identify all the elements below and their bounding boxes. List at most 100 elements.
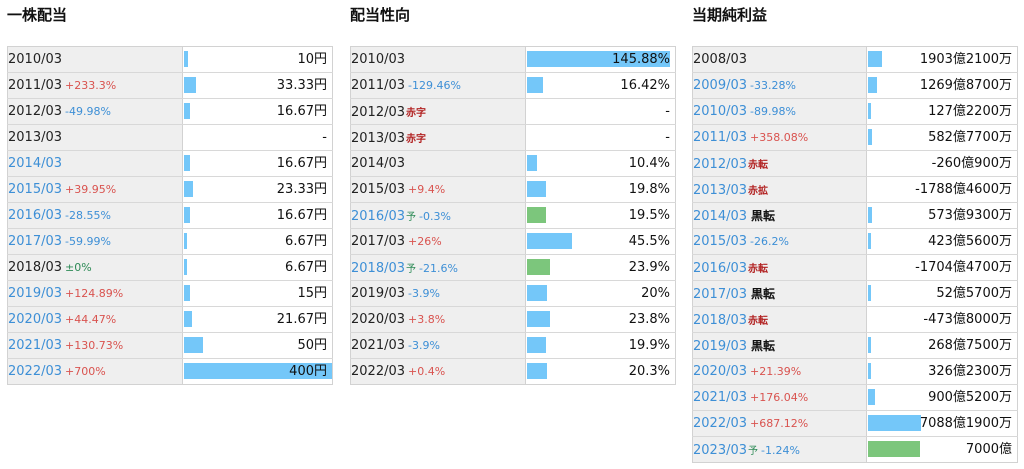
value-label: 1903億2100万	[919, 52, 1012, 67]
year-label: 2013/03	[351, 130, 406, 146]
year-link[interactable]: 2018/03	[693, 312, 748, 328]
value-bar	[527, 363, 547, 379]
value-bar	[868, 415, 921, 431]
value-bar	[184, 311, 192, 327]
value-bar	[868, 389, 875, 405]
value-label: 7088億1900万	[919, 416, 1012, 431]
status-badge: 赤字	[406, 107, 427, 119]
value-bar	[184, 233, 187, 249]
forecast-mark: 予	[406, 263, 417, 275]
change-percent: +3.8%	[408, 313, 446, 326]
value-label: -1788億4600万	[915, 182, 1012, 197]
year-cell: 2012/03赤転	[692, 150, 867, 177]
value-cell: 326億2300万	[866, 358, 1018, 385]
year-cell: 2017/03 黒転	[692, 280, 867, 307]
value-label: 19.8%	[628, 182, 670, 197]
table-row: 2021/03 -3.9% 19.9%	[350, 332, 676, 359]
value-cell: 20%	[525, 280, 676, 307]
value-cell: 1269億8700万	[866, 72, 1018, 99]
value-label: 15円	[297, 286, 327, 301]
year-link[interactable]: 2023/03	[693, 442, 748, 458]
year-cell: 2022/03 +0.4%	[350, 358, 526, 385]
year-cell: 2009/03 -33.28%	[692, 72, 867, 99]
year-link[interactable]: 2022/03	[8, 364, 63, 379]
value-label: 33.33円	[276, 78, 327, 93]
table-row: 2017/03 +26% 45.5%	[350, 228, 676, 255]
year-link[interactable]: 2014/03	[8, 156, 63, 171]
year-link[interactable]: 2019/03	[693, 339, 748, 354]
year-link[interactable]: 2017/03	[8, 234, 63, 249]
table-row: 2016/03赤転 -1704億4700万	[692, 254, 1018, 281]
table-row: 2012/03赤字 -	[350, 98, 676, 125]
value-cell: 16.67円	[182, 202, 333, 229]
year-cell: 2011/03 +233.3%	[7, 72, 183, 99]
year-link[interactable]: 2016/03	[8, 208, 63, 223]
year-cell: 2016/03赤転	[692, 254, 867, 281]
year-link[interactable]: 2015/03	[8, 182, 63, 197]
year-label: 2011/03	[351, 78, 406, 93]
change-percent: -3.9%	[408, 339, 440, 352]
year-link[interactable]: 2016/03	[351, 208, 406, 224]
value-label: 21.67円	[276, 312, 327, 327]
year-cell: 2021/03 +176.04%	[692, 384, 867, 411]
change-percent: +124.89%	[65, 287, 124, 300]
year-cell: 2018/03予 -21.6%	[350, 254, 526, 281]
change-percent: +130.73%	[65, 339, 124, 352]
year-link[interactable]: 2021/03	[693, 390, 748, 405]
value-bar	[868, 129, 872, 145]
value-label: 145.88%	[612, 52, 670, 67]
year-link[interactable]: 2009/03	[693, 78, 748, 93]
year-link[interactable]: 2022/03	[693, 416, 748, 431]
value-cell: 582億7700万	[866, 124, 1018, 151]
year-cell: 2017/03 -59.99%	[7, 228, 183, 255]
value-bar	[527, 233, 572, 249]
value-cell: 573億9300万	[866, 202, 1018, 229]
year-link[interactable]: 2016/03	[693, 260, 748, 276]
value-bar	[527, 311, 550, 327]
year-link[interactable]: 2012/03	[693, 156, 748, 172]
table-row: 2017/03 黒転 52億5700万	[692, 280, 1018, 307]
change-percent: ±0%	[65, 261, 92, 274]
year-label: 2018/03	[8, 260, 63, 275]
year-link[interactable]: 2020/03	[693, 364, 748, 379]
year-link[interactable]: 2011/03	[693, 130, 748, 145]
value-cell: 33.33円	[182, 72, 333, 99]
table-row: 2010/03 145.88%	[350, 46, 676, 73]
value-label: 19.9%	[628, 338, 670, 353]
table-row: 2020/03 +21.39% 326億2300万	[692, 358, 1018, 385]
value-bar	[527, 259, 550, 275]
value-bar	[527, 285, 547, 301]
value-label: 400円	[289, 364, 327, 379]
change-percent: +233.3%	[65, 79, 117, 92]
year-link[interactable]: 2015/03	[693, 234, 748, 249]
value-cell: -473億8000万	[866, 306, 1018, 333]
change-percent: +358.08%	[750, 131, 809, 144]
value-bar	[184, 77, 196, 93]
table-row: 2010/03 10円	[7, 46, 333, 73]
year-cell: 2010/03	[7, 46, 183, 73]
year-link[interactable]: 2019/03	[8, 286, 63, 301]
year-label: 2013/03	[8, 130, 63, 145]
year-link[interactable]: 2013/03	[693, 182, 748, 198]
year-cell: 2022/03 +700%	[7, 358, 183, 385]
value-label: 23.8%	[628, 312, 670, 327]
year-link[interactable]: 2017/03	[693, 287, 748, 302]
value-label: 16.67円	[276, 156, 327, 171]
value-label: 326億2300万	[928, 364, 1012, 379]
year-link[interactable]: 2014/03	[693, 209, 748, 224]
table-row: 2014/03 16.67円	[7, 150, 333, 177]
year-link[interactable]: 2018/03	[351, 260, 406, 276]
year-link[interactable]: 2020/03	[8, 312, 63, 327]
value-cell: -1704億4700万	[866, 254, 1018, 281]
value-bar	[184, 155, 190, 171]
table-row: 2017/03 -59.99% 6.67円	[7, 228, 333, 255]
table-row: 2015/03 +39.95% 23.33円	[7, 176, 333, 203]
value-label: -1704億4700万	[915, 260, 1012, 275]
value-label: 582億7700万	[928, 130, 1012, 145]
status-badge: 赤転	[748, 263, 769, 275]
year-link[interactable]: 2021/03	[8, 338, 63, 353]
value-label: 268億7500万	[928, 338, 1012, 353]
year-link[interactable]: 2010/03	[693, 104, 748, 119]
table-row: 2018/03赤転 -473億8000万	[692, 306, 1018, 333]
change-percent: -59.99%	[65, 235, 111, 248]
